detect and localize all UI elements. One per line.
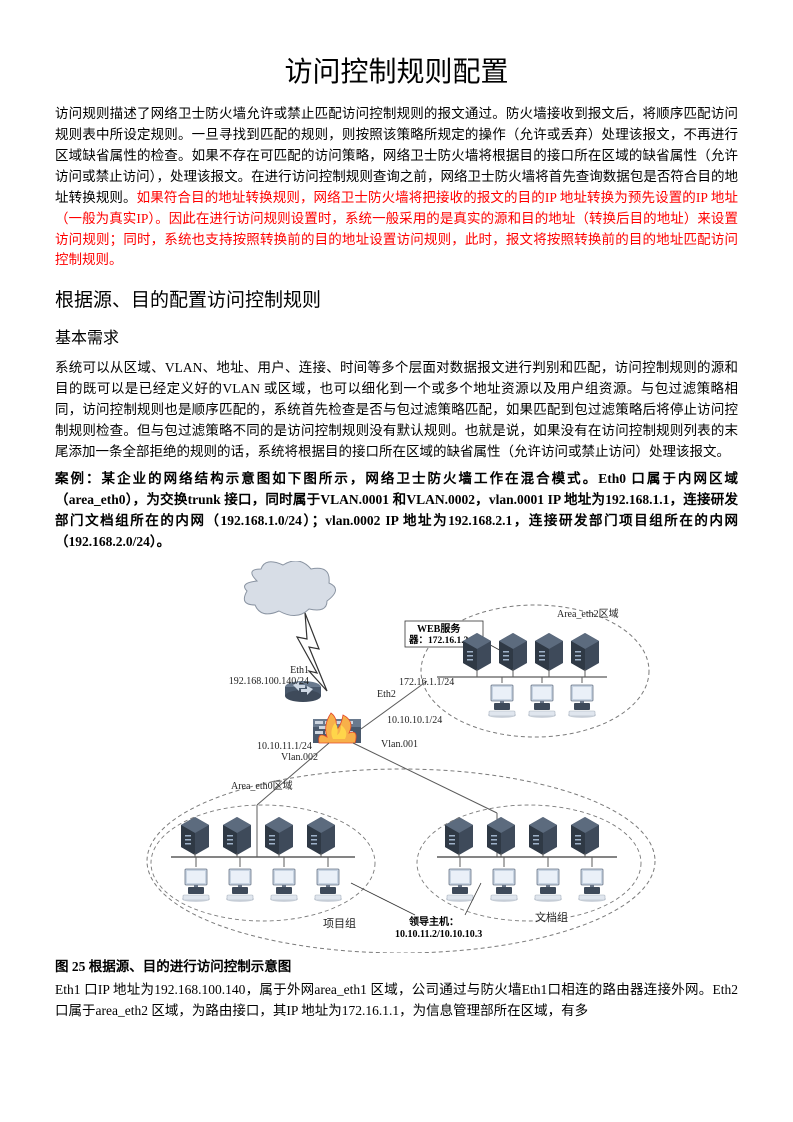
network-diagram: Eth1 192.168.100.140/24 172.16.1.1/24 Et… bbox=[137, 561, 657, 953]
case-paragraph: 案例：某企业的网络结构示意图如下图所示，网络卫士防火墙工作在混合模式。Eth0 … bbox=[55, 469, 738, 553]
pc-icon bbox=[528, 685, 556, 718]
web-label-2: 器：172.16.1.3 bbox=[408, 635, 469, 646]
cloud-icon bbox=[244, 561, 335, 616]
figure-caption: 图 25 根据源、目的进行访问控制示意图 bbox=[55, 957, 738, 978]
svg-text:领导主机：: 领导主机： bbox=[409, 915, 459, 928]
pc-icon bbox=[488, 685, 516, 718]
subsection-heading: 基本需求 bbox=[55, 324, 738, 348]
eth1-label: Eth1 bbox=[290, 665, 309, 676]
server-icon bbox=[499, 633, 527, 671]
page-title: 访问控制规则配置 bbox=[55, 50, 738, 90]
project-label: 项目组 bbox=[323, 916, 356, 930]
server-icon bbox=[535, 633, 563, 671]
requirements-paragraph: 系统可以从区域、VLAN、地址、用户、连接、时间等多个层面对数据报文进行判别和匹… bbox=[55, 358, 738, 463]
area-eth0-label: Area_eth0区域 bbox=[231, 779, 293, 792]
link-line bbox=[353, 743, 497, 813]
eth2-label: Eth2 bbox=[377, 689, 396, 700]
firewall-icon bbox=[313, 713, 361, 743]
project-group bbox=[151, 805, 375, 921]
network-diagram-container: Eth1 192.168.100.140/24 172.16.1.1/24 Et… bbox=[55, 561, 738, 953]
vlan002-ip: 10.10.11.1/24 bbox=[257, 741, 312, 752]
intro-red: 如果符合目的地址转换规则，网络卫士防火墙将把接收的报文的目的IP 地址转换为预先… bbox=[55, 190, 738, 268]
eth1-ip-label: 192.168.100.140/24 bbox=[228, 676, 308, 687]
server-icon bbox=[571, 633, 599, 671]
area-eth2-label: Area_eth2区域 bbox=[557, 607, 619, 620]
web-label-1: WEB服务 bbox=[417, 622, 461, 635]
area-eth0-ellipse bbox=[147, 769, 655, 953]
trailing-paragraph: Eth1 口IP 地址为192.168.100.140，属于外网area_eth… bbox=[55, 980, 738, 1022]
section-heading: 根据源、目的配置访问控制规则 bbox=[55, 285, 738, 312]
vlan001-ip: 10.10.10.1/24 bbox=[387, 715, 442, 726]
doc-group bbox=[417, 805, 641, 921]
svg-text:10.10.11.2/10.10.10.3: 10.10.11.2/10.10.10.3 bbox=[395, 929, 482, 940]
doc-label: 文档组 bbox=[535, 910, 568, 924]
eth2-ip-label: 172.16.1.1/24 bbox=[399, 677, 454, 688]
server-icon bbox=[463, 633, 491, 671]
pc-icon bbox=[568, 685, 596, 718]
intro-paragraph: 访问规则描述了网络卫士防火墙允许或禁止匹配访问控制规则的报文通过。防火墙接收到报… bbox=[55, 104, 738, 271]
vlan001-label: Vlan.001 bbox=[381, 739, 418, 750]
